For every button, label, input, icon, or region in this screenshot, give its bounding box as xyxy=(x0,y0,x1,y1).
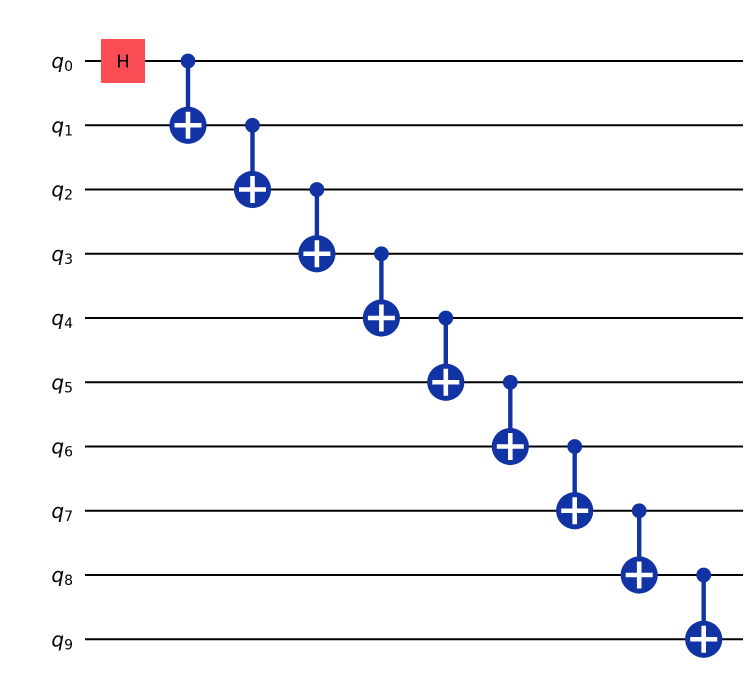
qubit-label-q6: q6 xyxy=(51,435,73,461)
qubit-label-q4: q4 xyxy=(51,306,73,332)
cx-control-dot-q6 xyxy=(567,439,583,454)
qubit-label-q0: q0 xyxy=(51,49,73,75)
qubit-label-q5: q5 xyxy=(51,370,73,396)
qubit-label-q7: q7 xyxy=(51,499,73,525)
cx-control-dot-q1 xyxy=(245,117,260,133)
qubit-label-q2: q2 xyxy=(51,178,73,204)
h-gate-label: H xyxy=(116,51,130,72)
qubit-label-q9: q9 xyxy=(51,627,73,653)
cx-control-dot-q0 xyxy=(180,53,196,69)
cx-control-dot-q5 xyxy=(502,374,518,390)
h-gate-box xyxy=(101,39,145,83)
cx-control-dot-q4 xyxy=(438,310,454,326)
cx-control-dot-q7 xyxy=(631,503,647,519)
qubit-label-q1: q1 xyxy=(51,113,73,139)
cx-control-dot-q3 xyxy=(374,246,389,262)
cx-control-dot-q2 xyxy=(309,182,325,197)
qubit-label-q8: q8 xyxy=(51,563,73,589)
cx-control-dot-q8 xyxy=(696,567,712,583)
qubit-label-q3: q3 xyxy=(51,242,73,268)
